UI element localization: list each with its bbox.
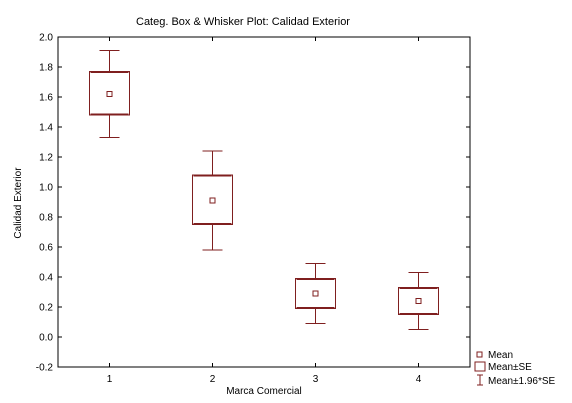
box-group-4 [398, 272, 439, 330]
x-axis-label: Marca Comercial [226, 386, 302, 397]
plot-area [57, 36, 471, 368]
legend-se-label: Mean±SE [488, 362, 532, 373]
y-tick-label-10: 1.8 [39, 63, 53, 74]
legend: Mean Mean±SE Mean±1.96*SE [474, 350, 556, 387]
legend-mean-label: Mean [488, 350, 513, 361]
x-tick-label-2: 3 [313, 374, 319, 385]
y-axis: -0.2 0.0 0.2 0.4 0.6 0.8 1.0 1.2 1.4 1.6 1.8 2.0 [36, 33, 470, 374]
legend-ci-label: Mean±1.96*SE [488, 376, 556, 387]
mean-marker-2 [209, 197, 216, 204]
y-tick-label-2: 0.2 [39, 303, 53, 314]
x-axis: 1 2 3 4 [107, 37, 422, 385]
y-tick-label-8: 1.4 [39, 123, 53, 134]
legend-mean-marker [476, 351, 483, 358]
chart-title: Categ. Box & Whisker Plot: Calidad Exter… [136, 16, 350, 28]
box-series [89, 50, 439, 330]
box-group-2 [192, 150, 233, 251]
y-axis-label: Calidad Exterior [13, 167, 24, 239]
legend-ci-marker [477, 374, 483, 386]
y-tick-label-5: 0.8 [39, 213, 53, 224]
y-tick-label-3: 0.4 [39, 273, 53, 284]
y-tick-label-1: 0.0 [39, 333, 53, 344]
x-tick-label-0: 1 [107, 374, 113, 385]
y-tick-label-9: 1.6 [39, 93, 53, 104]
y-tick-label-7: 1.2 [39, 153, 53, 164]
y-tick-label-11: 2.0 [39, 33, 53, 44]
mean-marker-4 [415, 298, 422, 304]
x-tick-label-1: 2 [210, 374, 216, 385]
y-tick-label-4: 0.6 [39, 243, 53, 254]
y-tick-label-0: -0.2 [36, 363, 54, 374]
legend-se-marker [474, 361, 486, 372]
mean-marker-1 [106, 91, 113, 97]
box-group-3 [295, 263, 336, 324]
mean-marker-3 [312, 290, 319, 297]
y-tick-label-6: 1.0 [39, 183, 53, 194]
box-group-1 [89, 50, 130, 138]
x-tick-label-3: 4 [416, 374, 422, 385]
